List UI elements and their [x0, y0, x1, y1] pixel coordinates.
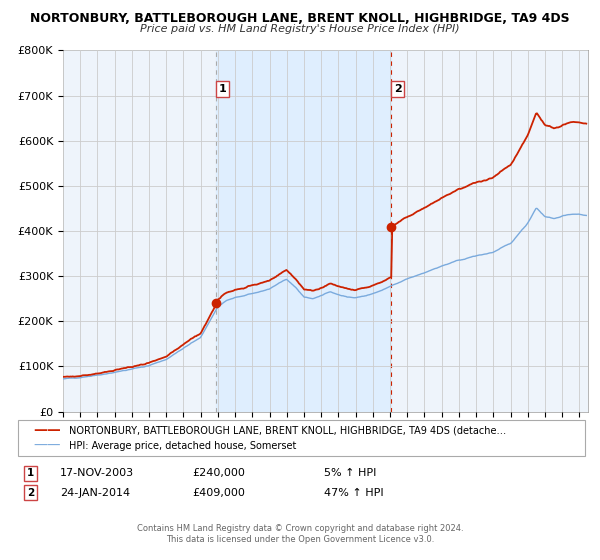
Text: £240,000: £240,000 — [192, 468, 245, 478]
Text: 47% ↑ HPI: 47% ↑ HPI — [324, 488, 383, 498]
Text: NORTONBURY, BATTLEBOROUGH LANE, BRENT KNOLL, HIGHBRIDGE, TA9 4DS: NORTONBURY, BATTLEBOROUGH LANE, BRENT KN… — [30, 12, 570, 25]
Text: 1: 1 — [27, 468, 34, 478]
Text: This data is licensed under the Open Government Licence v3.0.: This data is licensed under the Open Gov… — [166, 535, 434, 544]
Text: NORTONBURY, BATTLEBOROUGH LANE, BRENT KNOLL, HIGHBRIDGE, TA9 4DS (detache…: NORTONBURY, BATTLEBOROUGH LANE, BRENT KN… — [69, 425, 506, 435]
Text: 2: 2 — [27, 488, 34, 498]
Text: HPI: Average price, detached house, Somerset: HPI: Average price, detached house, Some… — [69, 441, 296, 451]
Text: 17-NOV-2003: 17-NOV-2003 — [60, 468, 134, 478]
Bar — [216, 50, 391, 412]
Text: Price paid vs. HM Land Registry's House Price Index (HPI): Price paid vs. HM Land Registry's House … — [140, 24, 460, 34]
Text: Contains HM Land Registry data © Crown copyright and database right 2024.: Contains HM Land Registry data © Crown c… — [137, 524, 463, 533]
Text: £409,000: £409,000 — [192, 488, 245, 498]
Text: 5% ↑ HPI: 5% ↑ HPI — [324, 468, 376, 478]
Text: 24-JAN-2014: 24-JAN-2014 — [60, 488, 130, 498]
Text: 1: 1 — [218, 84, 226, 94]
Text: ——: —— — [33, 423, 61, 437]
Text: ——: —— — [33, 439, 61, 453]
Text: 2: 2 — [394, 84, 401, 94]
